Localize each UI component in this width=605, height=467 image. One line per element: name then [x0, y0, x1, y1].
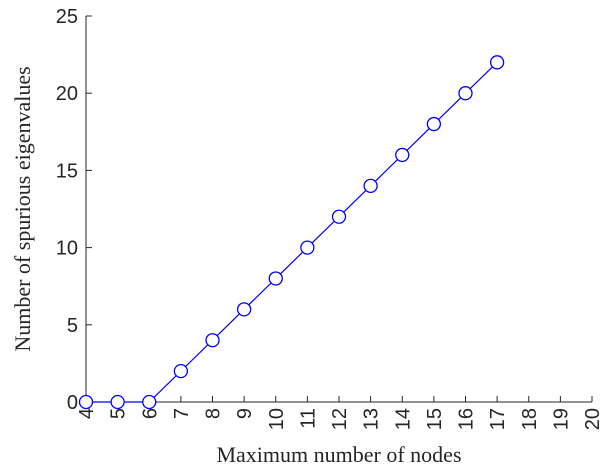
axes [85, 16, 592, 403]
data-point-marker [205, 333, 220, 348]
data-point-marker [236, 302, 252, 317]
data-point-marker [173, 363, 189, 379]
x-tick-label: 16 [456, 408, 478, 430]
y-axis-title: Number of spurious eigenvalues [10, 66, 35, 351]
x-tick-label: 20 [582, 408, 604, 430]
y-tick-label: 15 [56, 160, 78, 182]
data-point-marker [268, 271, 283, 286]
y-tick-label: 5 [67, 315, 78, 337]
data-point-marker [331, 209, 347, 224]
data-point-marker [489, 55, 505, 70]
x-tick-label: 9 [234, 408, 256, 419]
series-line [86, 61, 498, 403]
data-point-marker [110, 394, 125, 410]
x-tick-label: 15 [424, 408, 446, 430]
x-tick-label: 11 [297, 408, 319, 429]
x-tick-label: 13 [361, 408, 383, 430]
y-tick-label: 10 [56, 238, 78, 260]
y-tick-label: 0 [67, 392, 78, 414]
x-tick-label: 6 [139, 408, 161, 419]
x-axis-title: Maximum number of nodes [216, 442, 461, 467]
y-tick-label: 20 [56, 83, 78, 105]
x-tick-label: 8 [203, 408, 225, 419]
y-tick-label: 25 [56, 6, 78, 28]
x-tick-label: 14 [392, 408, 414, 430]
data-point-marker [458, 86, 473, 101]
y-ticks: 0 5 10 15 20 25 [56, 6, 92, 414]
data-point-marker [300, 240, 315, 255]
x-tick-label: 10 [266, 408, 288, 430]
x-ticks: 4 5 6 7 8 9 10 11 12 13 14 15 16 17 18 19 20 [76, 396, 604, 430]
data-point-marker [78, 394, 94, 410]
data-point-marker [142, 394, 157, 410]
x-tick-label: 17 [487, 408, 509, 430]
x-tick-label: 5 [108, 408, 130, 419]
data-point-marker [426, 116, 442, 132]
x-tick-label: 4 [76, 408, 98, 419]
x-tick-label: 12 [329, 408, 351, 430]
series-layer [78, 55, 505, 410]
x-tick-label: 19 [550, 408, 572, 430]
x-tick-label: 7 [171, 408, 193, 419]
x-tick-label: 18 [519, 408, 541, 430]
data-point-marker [395, 147, 410, 163]
data-point-marker [363, 178, 378, 193]
